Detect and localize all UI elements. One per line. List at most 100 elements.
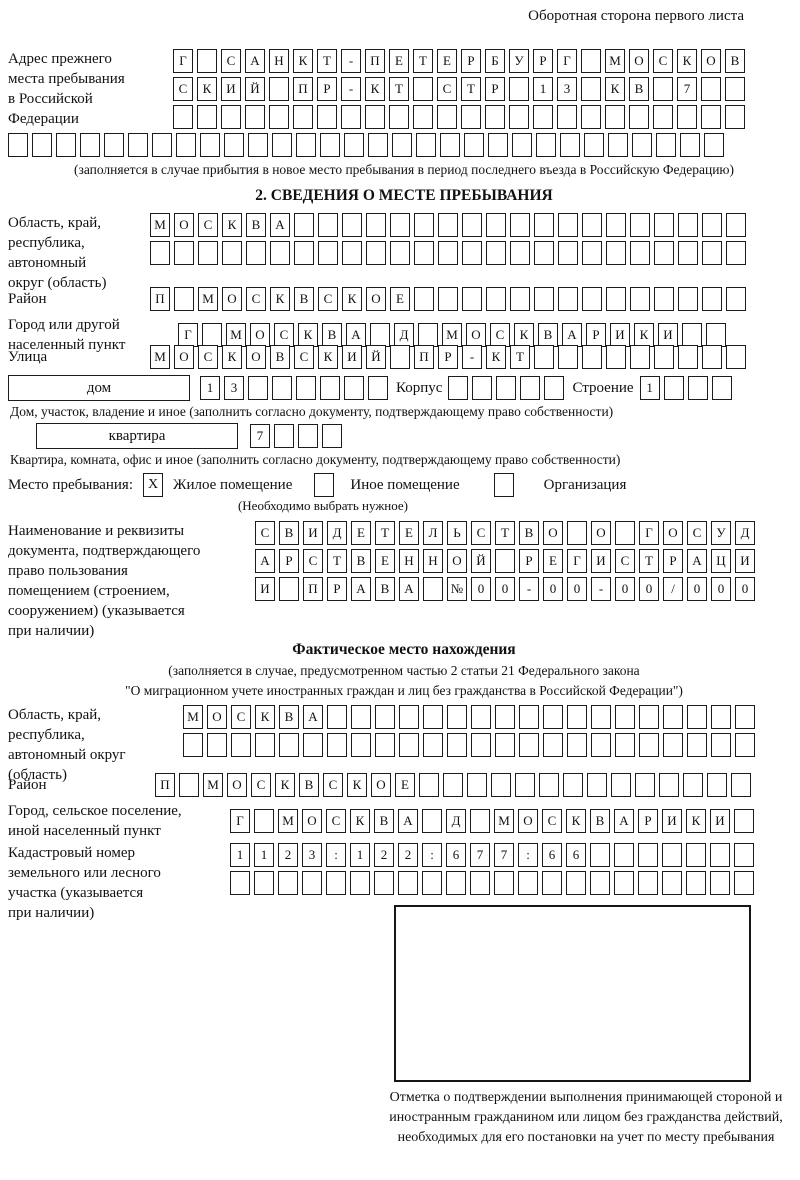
char-cell[interactable] (558, 345, 578, 369)
char-cell[interactable] (470, 871, 490, 895)
char-cell[interactable] (272, 133, 292, 157)
char-cell[interactable]: А (399, 577, 419, 601)
char-cell[interactable] (470, 809, 490, 833)
char-cell[interactable] (614, 843, 634, 867)
char-cell[interactable]: Н (399, 549, 419, 573)
char-cell[interactable] (368, 376, 388, 400)
char-cell[interactable]: Р (317, 77, 337, 101)
char-cell[interactable] (707, 773, 727, 797)
char-cell[interactable] (558, 287, 578, 311)
char-cell[interactable] (567, 705, 587, 729)
char-cell[interactable] (606, 287, 626, 311)
char-cell[interactable] (659, 773, 679, 797)
char-cell[interactable] (542, 871, 562, 895)
char-cell[interactable] (639, 733, 659, 757)
char-cell[interactable] (174, 241, 194, 265)
char-cell[interactable]: № (447, 577, 467, 601)
char-cell[interactable] (294, 213, 314, 237)
char-cell[interactable]: Т (413, 49, 433, 73)
char-cell[interactable] (224, 133, 244, 157)
char-cell[interactable]: В (725, 49, 745, 73)
char-cell[interactable] (327, 733, 347, 757)
char-cell[interactable] (471, 705, 491, 729)
char-cell[interactable]: 1 (254, 843, 274, 867)
char-cell[interactable]: Д (446, 809, 466, 833)
char-cell[interactable] (663, 376, 684, 400)
char-cell[interactable] (438, 241, 458, 265)
char-cell[interactable] (704, 133, 724, 157)
char-cell[interactable]: Г (557, 49, 577, 73)
char-cell[interactable] (294, 241, 314, 265)
char-cell[interactable]: Н (269, 49, 289, 73)
char-cell[interactable]: И (255, 577, 275, 601)
char-cell[interactable] (486, 213, 506, 237)
char-cell[interactable]: В (351, 549, 371, 573)
char-cell[interactable]: А (614, 809, 634, 833)
char-cell[interactable]: Г (173, 49, 193, 73)
char-cell[interactable]: - (462, 345, 482, 369)
char-cell[interactable]: Е (399, 521, 419, 545)
char-cell[interactable]: Н (423, 549, 443, 573)
char-cell[interactable]: 2 (278, 843, 298, 867)
char-cell[interactable]: О (222, 287, 242, 311)
char-cell[interactable] (591, 705, 611, 729)
char-cell[interactable]: Е (437, 49, 457, 73)
char-cell[interactable] (615, 521, 635, 545)
char-cell[interactable] (446, 871, 466, 895)
char-cell[interactable] (726, 241, 746, 265)
char-cell[interactable]: Д (735, 521, 755, 545)
char-cell[interactable]: Д (394, 323, 414, 347)
char-cell[interactable] (662, 843, 682, 867)
char-cell[interactable] (269, 77, 289, 101)
char-cell[interactable] (462, 241, 482, 265)
char-cell[interactable] (656, 133, 676, 157)
char-cell[interactable]: С (198, 345, 218, 369)
char-cell[interactable] (590, 843, 610, 867)
char-cell[interactable] (269, 105, 289, 129)
char-cell[interactable]: И (610, 323, 630, 347)
char-cell[interactable]: 1 (350, 843, 370, 867)
char-cell[interactable] (635, 773, 655, 797)
char-cell[interactable]: К (677, 49, 697, 73)
char-cell[interactable] (510, 241, 530, 265)
char-cell[interactable]: В (299, 773, 319, 797)
char-cell[interactable]: И (662, 809, 682, 833)
char-cell[interactable] (176, 133, 196, 157)
char-cell[interactable]: У (711, 521, 731, 545)
char-cell[interactable]: С (542, 809, 562, 833)
char-cell[interactable] (663, 705, 683, 729)
char-cell[interactable] (303, 733, 323, 757)
char-cell[interactable]: Е (351, 521, 371, 545)
char-cell[interactable] (390, 345, 410, 369)
char-cell[interactable]: В (538, 323, 558, 347)
char-cell[interactable] (414, 241, 434, 265)
char-cell[interactable] (615, 733, 635, 757)
char-cell[interactable] (318, 213, 338, 237)
char-cell[interactable] (254, 809, 274, 833)
char-cell[interactable] (683, 773, 703, 797)
char-cell[interactable]: Й (245, 77, 265, 101)
char-cell[interactable]: К (605, 77, 625, 101)
char-cell[interactable] (581, 77, 601, 101)
char-cell[interactable] (654, 213, 674, 237)
char-cell[interactable] (422, 809, 442, 833)
char-cell[interactable]: К (197, 77, 217, 101)
char-cell[interactable] (462, 287, 482, 311)
char-cell[interactable] (274, 424, 294, 448)
char-cell[interactable]: О (246, 345, 266, 369)
char-cell[interactable] (423, 733, 443, 757)
char-cell[interactable] (686, 843, 706, 867)
char-cell[interactable]: С (231, 705, 251, 729)
char-cell[interactable]: 3 (224, 376, 244, 400)
char-cell[interactable]: К (365, 77, 385, 101)
char-cell[interactable]: 3 (302, 843, 322, 867)
char-cell[interactable]: Г (567, 549, 587, 573)
char-cell[interactable]: Е (395, 773, 415, 797)
char-cell[interactable] (494, 871, 514, 895)
char-cell[interactable] (590, 871, 610, 895)
char-cell[interactable]: А (245, 49, 265, 73)
char-cell[interactable] (272, 376, 292, 400)
char-cell[interactable]: 6 (446, 843, 466, 867)
char-cell[interactable] (326, 871, 346, 895)
char-cell[interactable] (734, 809, 754, 833)
